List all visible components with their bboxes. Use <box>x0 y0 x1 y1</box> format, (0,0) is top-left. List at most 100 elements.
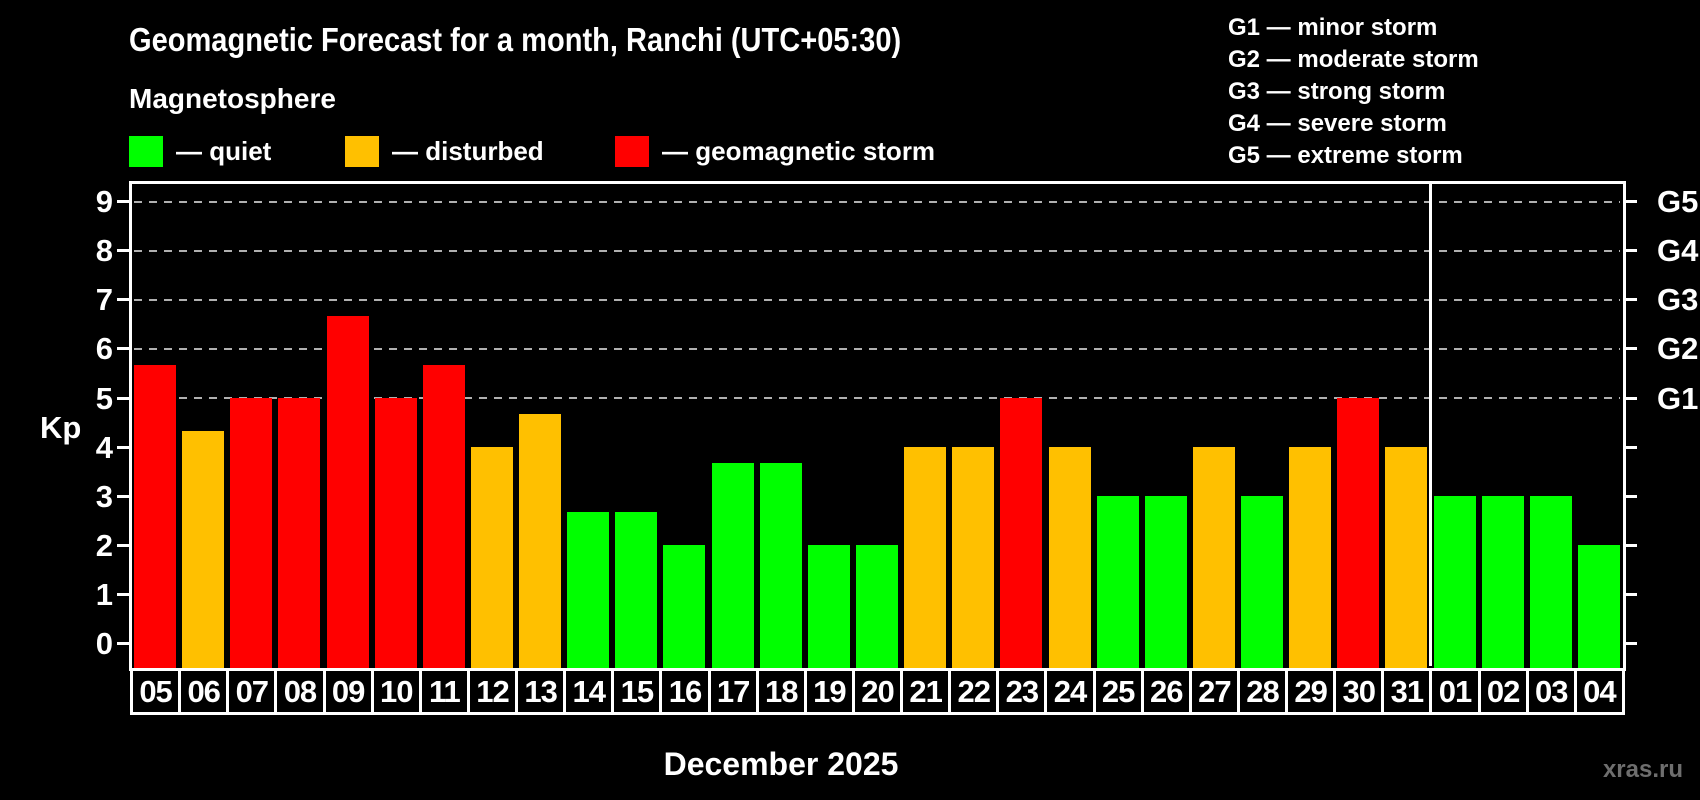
kp-bar-day-10 <box>374 398 417 668</box>
day-cell-30: 30 <box>1333 668 1385 715</box>
quiet-color-swatch <box>129 136 163 167</box>
legend-item-disturbed: — disturbed <box>345 136 544 167</box>
kp-bar-day-11 <box>422 365 465 668</box>
y-tick-label-6: 6 <box>95 331 113 367</box>
day-axis-row: 05 06 07 08 09 10 11 12 13 14 15 16 17 18 19 20 21 22 23 24… <box>130 668 1627 715</box>
grid-line-kp5 <box>134 397 1620 399</box>
y-tick-right-1 <box>1623 592 1637 596</box>
y-tick-label-4: 4 <box>95 429 113 465</box>
y-tick-label-0: 0 <box>95 625 113 661</box>
grid-line-kp9 <box>134 200 1620 203</box>
kp-bar-day-06 <box>182 430 225 668</box>
kp-bar-day-18 <box>759 463 802 668</box>
kp-bar-day-20 <box>856 545 898 668</box>
day-cell-15: 15 <box>611 668 663 715</box>
day-cell-27: 27 <box>1188 668 1240 715</box>
day-cell-22: 22 <box>948 668 1000 715</box>
g-axis-label-G1: G1 <box>1657 380 1699 416</box>
month-label: December 2025 <box>663 746 899 782</box>
day-cell-10: 10 <box>370 668 422 715</box>
storm-scale-line-2: G2 — moderate storm <box>1228 46 1479 73</box>
day-cell-25: 25 <box>1092 668 1144 715</box>
kp-bar-day-25 <box>1096 496 1139 668</box>
day-cell-06: 06 <box>178 668 230 715</box>
y-tick-right-9 <box>1623 200 1637 204</box>
kp-bar-day-17 <box>711 463 754 668</box>
y-tick-left-8 <box>117 249 131 253</box>
kp-bar-day-04 <box>1577 545 1620 668</box>
kp-bar-day-09 <box>326 316 369 668</box>
grid-line-kp8 <box>134 249 1620 252</box>
kp-bar-day-31 <box>1385 447 1428 668</box>
day-cell-17: 17 <box>707 668 759 715</box>
g-axis-label-G4: G4 <box>1657 233 1699 269</box>
day-cell-19: 19 <box>803 668 855 715</box>
day-cell-12: 12 <box>466 668 519 715</box>
chart-title: Geomagnetic Forecast for a month, Ranchi… <box>129 21 902 58</box>
y-tick-label-7: 7 <box>95 282 113 318</box>
y-tick-left-1 <box>117 592 131 596</box>
y-tick-right-5 <box>1623 396 1637 400</box>
y-axis-title: Kp <box>40 410 82 445</box>
day-cell-16: 16 <box>659 668 711 715</box>
legend-label-quiet: — quiet <box>176 136 272 166</box>
y-tick-left-0 <box>117 641 131 645</box>
g-axis-label-G3: G3 <box>1657 282 1699 318</box>
y-tick-label-9: 9 <box>95 184 113 220</box>
watermark: xras.ru <box>1602 756 1683 783</box>
y-tick-left-9 <box>117 200 131 204</box>
kp-bar-day-28 <box>1241 496 1284 668</box>
storm-color-swatch <box>615 136 649 167</box>
kp-bar-day-23 <box>1000 398 1043 668</box>
day-cell-23: 23 <box>996 668 1048 715</box>
day-cell-26: 26 <box>1140 668 1192 715</box>
day-cell-07: 07 <box>226 668 278 715</box>
y-tick-label-5: 5 <box>95 380 113 416</box>
y-tick-right-7 <box>1623 298 1637 302</box>
kp-bar-day-02 <box>1481 496 1524 668</box>
kp-bar-day-12 <box>470 447 513 668</box>
day-cell-21: 21 <box>900 668 952 715</box>
grid-line-kp7 <box>134 298 1620 301</box>
day-cell-11: 11 <box>418 668 470 715</box>
kp-bar-day-21 <box>904 447 947 668</box>
y-tick-label-3: 3 <box>95 478 113 514</box>
day-cell-18: 18 <box>755 668 807 715</box>
kp-bar-day-03 <box>1529 496 1572 668</box>
y-tick-label-2: 2 <box>95 527 113 563</box>
kp-bar-day-22 <box>952 447 995 668</box>
day-cell-14: 14 <box>563 668 615 715</box>
storm-scale-line-5: G5 — extreme storm <box>1228 142 1463 169</box>
storm-scale-line-1: G1 — minor storm <box>1228 14 1438 41</box>
kp-bar-day-19 <box>807 545 850 668</box>
day-cell-20: 20 <box>851 668 904 715</box>
month-separator-line <box>1429 184 1433 666</box>
kp-bar-day-24 <box>1048 447 1091 668</box>
grid-line-kp6 <box>134 347 1620 350</box>
y-tick-left-6 <box>117 347 131 351</box>
kp-bar-day-13 <box>519 414 562 668</box>
storm-scale-line-3: G3 — strong storm <box>1228 78 1446 105</box>
chart-subtitle: Magnetosphere <box>129 83 336 114</box>
y-tick-right-3 <box>1623 494 1637 498</box>
y-tick-left-3 <box>117 494 131 498</box>
y-tick-label-1: 1 <box>95 576 113 612</box>
kp-bar-day-16 <box>663 545 706 668</box>
kp-bar-day-07 <box>230 398 273 668</box>
day-cell-05: 05 <box>130 668 182 715</box>
g-axis-label-G5: G5 <box>1657 184 1699 220</box>
day-cell-24: 24 <box>1044 668 1096 715</box>
y-tick-right-6 <box>1623 347 1637 351</box>
kp-bar-day-27 <box>1192 447 1235 668</box>
kp-bar-day-29 <box>1289 447 1332 668</box>
kp-bar-day-08 <box>278 398 321 668</box>
y-tick-left-7 <box>117 298 131 302</box>
y-tick-right-8 <box>1623 249 1637 253</box>
disturbed-color-swatch <box>345 136 379 167</box>
kp-bar-day-30 <box>1337 398 1380 668</box>
day-cell-09: 09 <box>322 668 374 715</box>
kp-bar-day-26 <box>1144 496 1187 668</box>
kp-bar-day-14 <box>567 512 610 668</box>
day-cell-28: 28 <box>1236 668 1289 715</box>
bar-color-legend: — quiet — disturbed — geomagnetic storm <box>0 136 1100 167</box>
